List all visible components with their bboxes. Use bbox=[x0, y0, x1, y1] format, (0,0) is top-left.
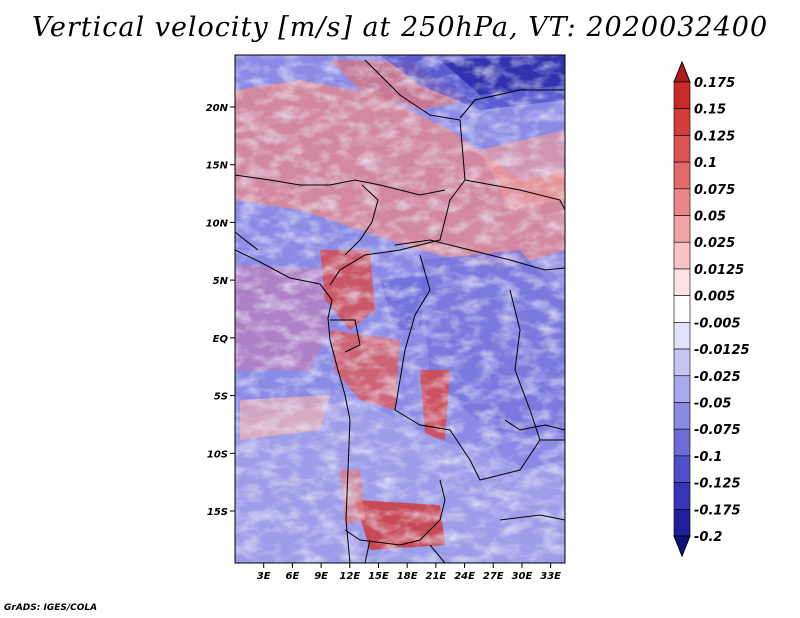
grads-credit: GrADS: IGES/COLA bbox=[4, 603, 98, 613]
x-axis-ticks: 3E 6E 9E 12E 15E 18E 21E 24E 27E 30E 33E bbox=[257, 563, 561, 582]
x-tick-label: 24E bbox=[454, 571, 475, 582]
colorbar-swatch bbox=[673, 482, 691, 510]
colorbar-swatch bbox=[673, 322, 691, 350]
colorbar-swatch bbox=[673, 295, 691, 323]
colorbar-max-arrow bbox=[673, 60, 691, 83]
y-tick-label: 10S bbox=[207, 449, 228, 460]
x-tick-label: 21E bbox=[425, 571, 446, 582]
plot-frame bbox=[234, 54, 566, 564]
colorbar-label: 0.025 bbox=[694, 236, 735, 251]
velocity-field bbox=[235, 55, 565, 563]
colorbar-label: 0.125 bbox=[694, 129, 735, 144]
x-tick-label: 18E bbox=[397, 571, 418, 582]
colorbar-label: 0.05 bbox=[694, 210, 726, 225]
colorbar-label: -0.175 bbox=[694, 503, 741, 518]
y-tick-label: 10N bbox=[206, 218, 229, 229]
colorbar-label: 0.15 bbox=[694, 103, 726, 118]
colorbar-swatch bbox=[673, 508, 691, 537]
y-tick-label: 5N bbox=[213, 276, 229, 287]
colorbar-swatch bbox=[673, 455, 691, 483]
colorbar-label: -0.1 bbox=[694, 450, 722, 465]
map-title: Vertical velocity [m/s] at 250hPa, VT: 2… bbox=[31, 12, 769, 43]
x-tick-label: 15E bbox=[368, 571, 389, 582]
x-tick-label: 9E bbox=[314, 571, 328, 582]
colorbar-label: 0.075 bbox=[694, 183, 735, 198]
colorbar-label: -0.0125 bbox=[694, 343, 750, 358]
y-tick-label: EQ bbox=[213, 334, 229, 345]
y-axis-ticks: 20N 15N 10N 5N EQ 5S 10S 15S bbox=[206, 103, 235, 518]
colorbar: 0.175 0.15 0.125 0.1 0.075 0.05 0.025 0.0125 0.0… bbox=[673, 60, 750, 558]
colorbar-swatch bbox=[673, 161, 691, 190]
colorbar-swatch bbox=[673, 135, 691, 163]
colorbar-swatch bbox=[673, 428, 691, 457]
colorbar-swatch bbox=[673, 215, 691, 243]
y-tick-label: 20N bbox=[206, 103, 229, 114]
x-tick-label: 12E bbox=[339, 571, 360, 582]
x-tick-label: 3E bbox=[257, 571, 271, 582]
colorbar-label: -0.2 bbox=[694, 530, 722, 545]
colorbar-label: -0.005 bbox=[694, 316, 741, 331]
colorbar-label: -0.075 bbox=[694, 423, 741, 438]
x-tick-label: 27E bbox=[483, 571, 504, 582]
y-tick-label: 15N bbox=[206, 161, 229, 172]
colorbar-swatch bbox=[673, 241, 691, 270]
colorbar-label: -0.05 bbox=[694, 396, 731, 411]
colorbar-label: 0.0125 bbox=[694, 263, 744, 278]
colorbar-label: 0.005 bbox=[694, 290, 735, 305]
colorbar-min-arrow bbox=[673, 535, 691, 558]
colorbar-swatch bbox=[673, 81, 691, 110]
colorbar-swatch bbox=[673, 348, 691, 377]
x-tick-label: 30E bbox=[512, 571, 533, 582]
colorbar-label: 0.175 bbox=[694, 76, 735, 91]
country-borders bbox=[235, 59, 565, 563]
x-tick-label: 33E bbox=[540, 571, 561, 582]
x-tick-label: 6E bbox=[285, 571, 299, 582]
y-tick-label: 5S bbox=[214, 392, 228, 403]
colorbar-swatch bbox=[673, 188, 691, 216]
colorbar-swatch bbox=[673, 402, 691, 430]
colorbar-swatch bbox=[673, 375, 691, 403]
colorbar-swatch bbox=[673, 268, 691, 296]
colorbar-label: -0.125 bbox=[694, 477, 741, 492]
colorbar-swatch bbox=[673, 108, 691, 136]
colorbar-label: -0.025 bbox=[694, 370, 741, 385]
y-tick-label: 15S bbox=[207, 507, 228, 518]
colorbar-label: 0.1 bbox=[694, 156, 717, 171]
